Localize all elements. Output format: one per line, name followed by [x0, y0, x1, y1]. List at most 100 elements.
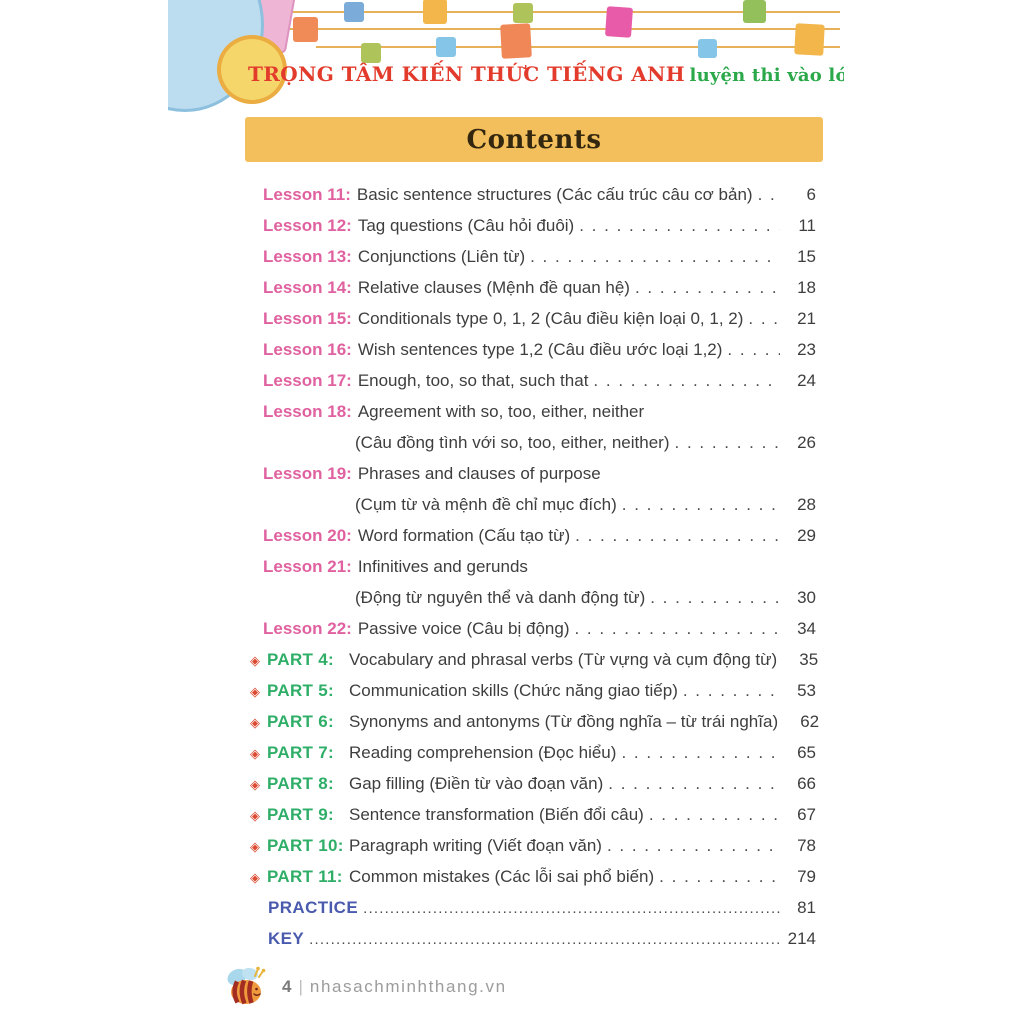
lesson-label: Lesson 21: [263, 557, 352, 576]
entry-title: Sentence transformation (Biến đổi câu) [349, 805, 644, 824]
decor-square [423, 0, 447, 24]
dot-leader [753, 179, 780, 210]
dot-leader [678, 675, 780, 706]
entry-title: Paragraph writing (Viết đoạn văn) [349, 836, 602, 855]
decor-square [743, 0, 766, 23]
toc-row-lesson-16: Lesson 16: Wish sentences type 1,2 (Câu … [250, 334, 816, 365]
lesson-label: Lesson 15: [263, 309, 352, 328]
page-number: 66 [797, 774, 816, 793]
part-label: PART 9: [267, 805, 334, 824]
bee-logo-icon [227, 966, 266, 1005]
entry-title: Conditionals type 0, 1, 2 (Câu điều kiện… [357, 309, 744, 328]
toc-row-part-10: ◈ PART 10: Paragraph writing (Viết đoạn … [250, 830, 816, 861]
book-title-main: TRỌNG TÂM KIẾN THỨC TIẾNG ANH [248, 62, 686, 86]
dot-leader [722, 334, 780, 365]
toc-row-lesson-17: Lesson 17: Enough, too, so that, such th… [250, 365, 816, 396]
toc-row-part-11: ◈ PART 11: Common mistakes (Các lỗi sai … [250, 861, 816, 892]
entry-title: Word formation (Cấu tạo từ) [357, 526, 571, 545]
toc-row-lesson-11: Lesson 11: Basic sentence structures (Cá… [250, 179, 816, 210]
diamond-bullet-icon: ◈ [250, 839, 260, 854]
decor-square [500, 23, 532, 59]
toc-row-lesson-12: Lesson 12: Tag questions (Câu hỏi đuôi) … [250, 210, 816, 241]
diamond-bullet-icon: ◈ [250, 777, 260, 792]
toc-row-lesson-21-cont: (Động từ nguyên thể và danh động từ) 30 [250, 582, 816, 613]
diamond-bullet-icon: ◈ [250, 653, 260, 668]
toc-row-lesson-19-cont: (Cụm từ và mệnh đề chỉ mục đích) 28 [250, 489, 816, 520]
page-number: 65 [797, 743, 816, 762]
decor-line [254, 11, 840, 13]
dot-leader [670, 427, 781, 458]
page-number: 26 [797, 433, 816, 452]
entry-title: Common mistakes (Các lỗi sai phổ biến) [349, 867, 655, 886]
entry-title: Conjunctions (Liên từ) [357, 247, 526, 266]
toc-row-part-7: ◈ PART 7: Reading comprehension (Đọc hiể… [250, 737, 816, 768]
page-number: 62 [800, 712, 820, 731]
entry-title: Synonyms and antonyms (Từ đồng nghĩa – t… [349, 712, 779, 731]
toc-row-key: KEY 214 [250, 923, 816, 954]
footer-website: nhasachminhthang.vn [309, 977, 507, 996]
page-number: 15 [797, 247, 816, 266]
page-number: 34 [797, 619, 816, 638]
book-page: TRỌNG TÂM KIẾN THỨC TIẾNG ANH luyện thi … [168, 0, 844, 1024]
toc-row-lesson-14: Lesson 14: Relative clauses (Mệnh đề qua… [250, 272, 816, 303]
page-number: 35 [799, 650, 819, 669]
decor-square [794, 23, 825, 56]
decor-square [436, 37, 456, 57]
page-number: 81 [797, 898, 816, 917]
entry-subtitle: (Động từ nguyên thể và danh động từ) [355, 588, 646, 607]
decor-square [293, 17, 318, 42]
dot-leader [743, 303, 780, 334]
page-number: 29 [797, 526, 816, 545]
contents-title: Contents [466, 124, 602, 155]
diamond-bullet-icon: ◈ [250, 715, 260, 730]
footer-separator: | [298, 977, 303, 996]
page-number: 79 [797, 867, 816, 886]
lesson-label: Lesson 22: [263, 619, 352, 638]
page-number: 23 [797, 340, 816, 359]
entry-title: Agreement with so, too, either, neither [357, 402, 645, 421]
dot-leader [654, 861, 780, 892]
part-label: PART 8: [267, 774, 334, 793]
dot-leader [602, 830, 780, 861]
page-number: 28 [797, 495, 816, 514]
toc-row-practice: PRACTICE 81 [250, 892, 816, 923]
lesson-label: Lesson 13: [263, 247, 352, 266]
page-number: 21 [797, 309, 816, 328]
toc-row-lesson-15: Lesson 15: Conditionals type 0, 1, 2 (Câ… [250, 303, 816, 334]
dot-leader [574, 210, 780, 241]
dot-leader [603, 768, 780, 799]
entry-title: Vocabulary and phrasal verbs (Từ vựng và… [349, 650, 778, 669]
entry-title: Infinitives and gerunds [357, 557, 528, 576]
table-of-contents: Lesson 11: Basic sentence structures (Cá… [250, 179, 820, 954]
entry-title: Phrases and clauses of purpose [357, 464, 601, 483]
toc-row-lesson-22: Lesson 22: Passive voice (Câu bị động) 3… [250, 613, 816, 644]
entry-title: Enough, too, so that, such that [357, 371, 589, 390]
page-number: 6 [806, 185, 816, 204]
dot-leader [645, 582, 780, 613]
decor-square [604, 6, 634, 38]
toc-row-lesson-19: Lesson 19: Phrases and clauses of purpos… [250, 458, 816, 489]
decor-square [344, 2, 364, 22]
dot-leader [569, 613, 780, 644]
lesson-label: Lesson 11: [263, 185, 351, 204]
diamond-bullet-icon: ◈ [250, 746, 260, 761]
entry-title: Reading comprehension (Đọc hiểu) [349, 743, 617, 762]
toc-row-part-6: ◈ PART 6: Synonyms and antonyms (Từ đồng… [250, 706, 820, 737]
dot-leader [358, 892, 780, 924]
dot-leader [570, 520, 780, 551]
practice-label: PRACTICE [268, 898, 359, 917]
dot-leader [525, 241, 780, 272]
toc-row-part-8: ◈ PART 8: Gap filling (Điền từ vào đoạn … [250, 768, 816, 799]
entry-title: Communication skills (Chức năng giao tiế… [349, 681, 678, 700]
dot-leader [304, 923, 780, 955]
dot-leader [630, 272, 780, 303]
toc-row-part-9: ◈ PART 9: Sentence transformation (Biến … [250, 799, 816, 830]
toc-row-lesson-20: Lesson 20: Word formation (Cấu tạo từ) 2… [250, 520, 816, 551]
decor-line [284, 28, 840, 30]
dot-leader [617, 489, 780, 520]
part-label: PART 7: [267, 743, 334, 762]
entry-title: Basic sentence structures (Các cấu trúc … [356, 185, 753, 204]
toc-row-lesson-21: Lesson 21: Infinitives and gerunds [250, 551, 816, 582]
entry-title: Passive voice (Câu bị động) [357, 619, 570, 638]
toc-row-part-5: ◈ PART 5: Communication skills (Chức năn… [250, 675, 816, 706]
